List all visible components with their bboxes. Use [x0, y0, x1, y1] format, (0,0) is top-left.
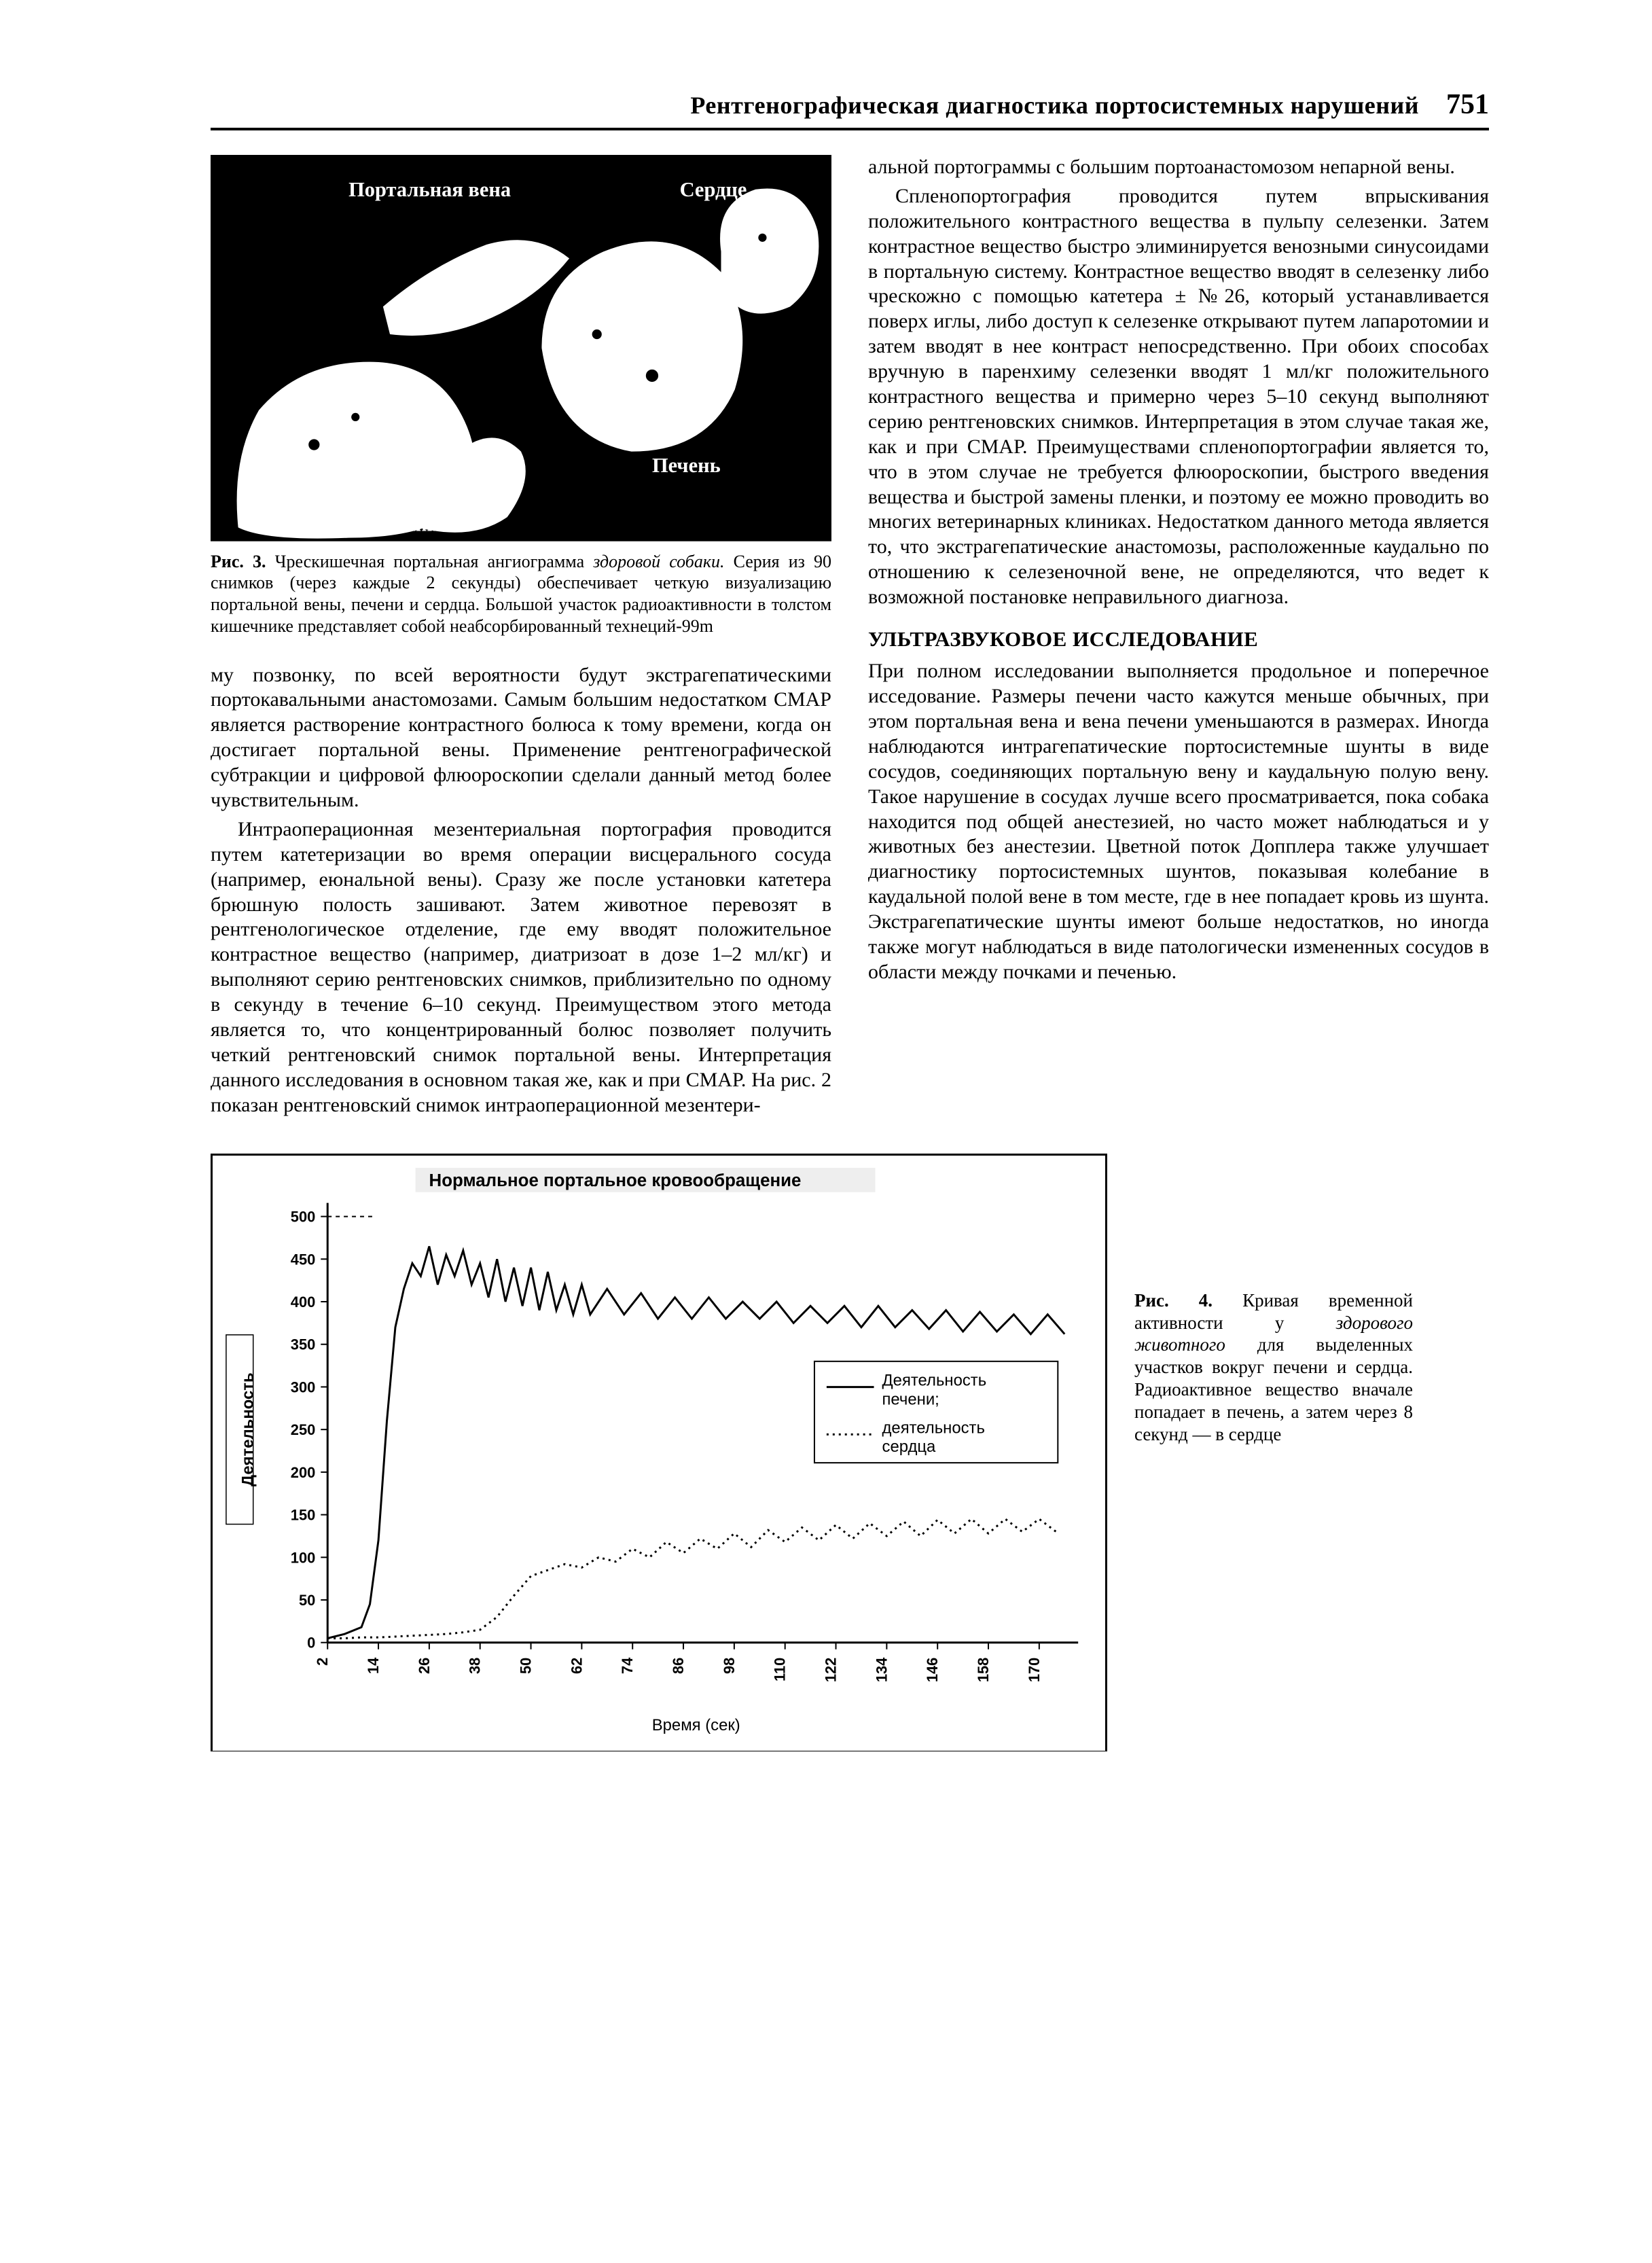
y-tick-label: 400	[291, 1294, 316, 1311]
x-tick-label: 122	[823, 1657, 840, 1682]
y-tick-label: 350	[291, 1336, 316, 1353]
y-tick-label: 200	[291, 1463, 316, 1480]
figure-3-caption-lead: Рис. 3.	[211, 552, 266, 571]
y-tick-label: 0	[307, 1634, 315, 1651]
y-tick-label: 100	[291, 1549, 316, 1566]
label-tech-2: толстом кишечнике	[272, 514, 446, 535]
x-tick-label: 158	[975, 1657, 992, 1682]
running-head: Рентгенографическая диагностика портосис…	[211, 88, 1489, 130]
x-tick-label: 74	[619, 1656, 636, 1673]
chart-title: Нормальное портальное кровообращение	[429, 1171, 802, 1190]
x-tick-label: 98	[721, 1657, 738, 1673]
y-tick-label: 250	[291, 1421, 316, 1438]
figure-3-image: Портальная вена Сердце Печень Технец..ии…	[211, 155, 831, 541]
figure-3-caption-body-1: Чрескишечная портальная ангиограмма	[266, 552, 594, 571]
label-tech-1: Технец..ии -99m в	[300, 491, 455, 512]
right-column: альной портограммы с большим портоанасто…	[868, 155, 1489, 1122]
x-axis-label: Время (сек)	[652, 1716, 740, 1734]
x-tick-label: 38	[467, 1657, 484, 1673]
x-tick-label: 134	[873, 1656, 890, 1681]
figure-4-chart: Нормальное портальное кровообращение 0 50 1…	[211, 1154, 1107, 1751]
running-head-title: Рентгенографическая диагностика портосис…	[690, 91, 1419, 120]
label-heart: Сердце	[680, 178, 747, 201]
two-columns: Портальная вена Сердце Печень Технец..ии…	[211, 155, 1489, 1122]
legend-heart-label: деятельность	[882, 1419, 985, 1437]
left-column: Портальная вена Сердце Печень Технец..ии…	[211, 155, 831, 1122]
figure-3-caption-em: здоровой собаки.	[593, 552, 724, 571]
right-p1: альной портограммы с большим портоанасто…	[868, 155, 1489, 180]
x-tick-label: 2	[314, 1657, 331, 1665]
label-liver: Печень	[652, 454, 721, 477]
y-axis-label: Деятельность	[239, 1372, 257, 1486]
legend-liver-label-2: печени;	[882, 1390, 939, 1408]
y-tick-label: 50	[299, 1592, 315, 1609]
x-tick-label: 62	[568, 1657, 585, 1673]
x-tick-label: 86	[670, 1657, 687, 1673]
left-p1: му позвонку, по всей вероятности будут э…	[211, 663, 831, 813]
page-number: 751	[1446, 88, 1489, 121]
x-tick-label: 50	[518, 1657, 535, 1673]
right-p3: При полном исследовании выполняется прод…	[868, 659, 1489, 985]
section-head-ultrasound: УЛЬТРАЗВУКОВОЕ ИССЛЕДОВАНИЕ	[868, 626, 1489, 652]
legend-liver-label: Деятельность	[882, 1371, 987, 1389]
legend-heart-label-2: сердца	[882, 1438, 937, 1456]
figure-4-block: Нормальное портальное кровообращение 0 50 1…	[211, 1154, 1489, 1751]
x-tick-label: 170	[1026, 1657, 1043, 1682]
x-tick-label: 110	[772, 1657, 789, 1681]
y-tick-label: 450	[291, 1251, 316, 1268]
x-tick-label: 14	[365, 1656, 382, 1673]
y-tick-label: 300	[291, 1378, 316, 1395]
page: Рентгенографическая диагностика портосис…	[0, 0, 1652, 2263]
figure-4-caption: Рис. 4. Кривая временной активности у зд…	[1134, 1289, 1413, 1446]
figure-4-caption-lead: Рис. 4.	[1134, 1290, 1213, 1311]
x-tick-label: 26	[416, 1657, 433, 1673]
y-tick-label: 150	[291, 1506, 316, 1523]
figure-3-caption: Рис. 3. Чрескишечная портальная ангиогра…	[211, 551, 831, 637]
right-p2: Спленопортография проводится путем впрыс…	[868, 184, 1489, 610]
chart-svg: Нормальное портальное кровообращение 0 50 1…	[213, 1156, 1105, 1751]
angiogram-svg: Портальная вена Сердце Печень Технец..ии…	[211, 155, 831, 541]
y-tick-label: 500	[291, 1208, 316, 1225]
left-p2: Интраоперационная мезентериальная портог…	[211, 817, 831, 1118]
x-tick-label: 146	[924, 1657, 941, 1682]
label-portal-vein: Портальная вена	[348, 178, 511, 201]
